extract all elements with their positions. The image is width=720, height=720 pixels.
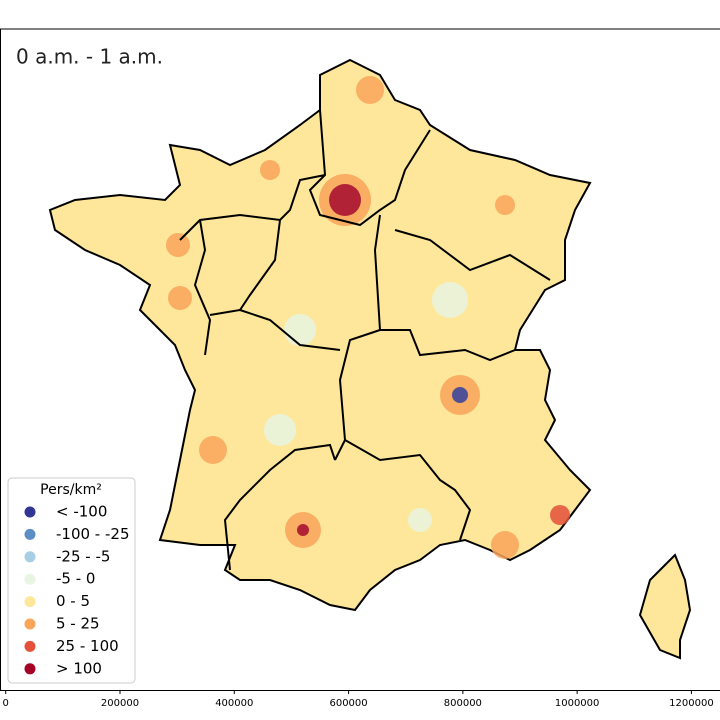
legend-box — [7, 477, 136, 684]
legend-swatch — [24, 596, 36, 608]
region-borders — [179, 109, 551, 571]
x-tick-label: 0 — [3, 698, 9, 709]
legend-label: -5 - 0 — [56, 570, 95, 588]
legend-label: < -100 — [56, 503, 107, 521]
legend-swatch — [24, 618, 36, 630]
mainland — [48, 58, 592, 612]
map-title: 0 a.m. - 1 a.m. — [16, 45, 163, 69]
x-tick-label: 600000 — [329, 698, 367, 709]
x-tick-label: 800000 — [444, 698, 482, 709]
france — [48, 58, 692, 660]
legend-title: Pers/km² — [40, 482, 102, 498]
legend-label: 25 - 100 — [56, 637, 119, 655]
legend-swatch — [24, 506, 36, 518]
legend-swatch — [24, 663, 36, 675]
legend-label: 5 - 25 — [56, 615, 100, 633]
legend-swatch — [24, 528, 36, 540]
legend-label: -100 - -25 — [56, 525, 130, 543]
legend-swatch — [24, 573, 36, 585]
density-patches — [166, 76, 570, 559]
x-tick-label: 1200000 — [669, 698, 714, 709]
corsica — [638, 553, 692, 660]
legend-swatch — [24, 640, 36, 652]
legend-label: > 100 — [56, 659, 102, 677]
legend-swatch — [24, 551, 36, 563]
x-tick-label: 200000 — [101, 698, 139, 709]
x-axis-ticks: 0 200000 400000 600000 800000 1000000 1200000 — [3, 690, 714, 709]
x-tick-label: 400000 — [215, 698, 253, 709]
legend: Pers/km² < -100 -100 - -25 -25 - -5 -5 - 0 0… — [7, 477, 136, 684]
legend-label: -25 - -5 — [56, 547, 110, 565]
x-tick-label: 1000000 — [555, 698, 600, 709]
legend-label: 0 - 5 — [56, 592, 90, 610]
